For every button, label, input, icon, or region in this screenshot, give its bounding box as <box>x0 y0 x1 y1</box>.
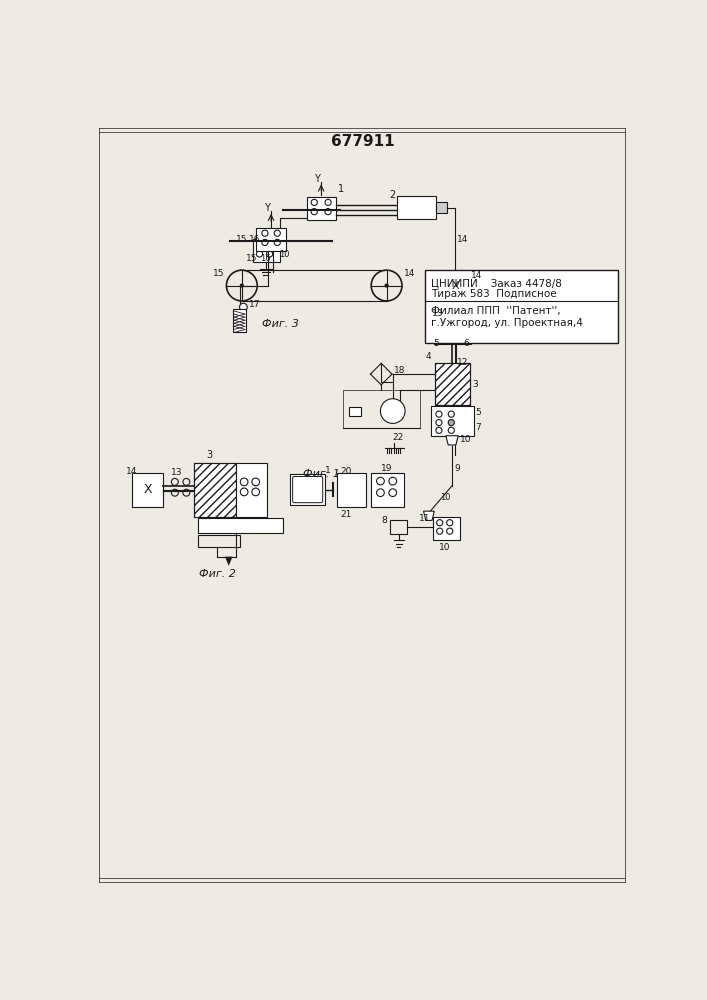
Text: 10: 10 <box>439 543 450 552</box>
Text: 19: 19 <box>381 464 392 473</box>
Bar <box>425 270 618 343</box>
Text: 3: 3 <box>472 380 478 389</box>
Text: 9: 9 <box>455 464 460 473</box>
Bar <box>435 363 469 405</box>
Circle shape <box>240 284 243 287</box>
Circle shape <box>448 420 455 426</box>
Text: Y: Y <box>264 203 269 213</box>
Text: ЦНИИПИ    Заказ 4478/8: ЦНИИПИ Заказ 4478/8 <box>431 278 562 288</box>
Text: 16: 16 <box>249 235 260 244</box>
Text: 22: 22 <box>393 433 404 442</box>
Text: 14: 14 <box>127 467 138 476</box>
Bar <box>337 473 366 507</box>
Text: 15: 15 <box>247 254 258 263</box>
Bar <box>307 197 336 220</box>
Polygon shape <box>423 511 434 520</box>
Text: 13: 13 <box>432 309 443 318</box>
Text: Фиг. 3: Фиг. 3 <box>262 319 299 329</box>
Text: 10: 10 <box>279 250 289 259</box>
Text: 1: 1 <box>338 184 344 194</box>
Text: 15: 15 <box>235 235 247 244</box>
Bar <box>397 196 436 219</box>
Bar <box>436 202 448 213</box>
Text: 4: 4 <box>425 352 431 361</box>
Text: 13: 13 <box>171 468 182 477</box>
Bar <box>257 228 286 251</box>
Text: 14: 14 <box>404 269 416 278</box>
Circle shape <box>385 284 388 287</box>
Text: 1: 1 <box>325 466 331 475</box>
Text: 12: 12 <box>457 358 469 367</box>
Bar <box>436 333 469 341</box>
Text: 677911: 677911 <box>331 134 395 149</box>
Text: Фиг. 1: Фиг. 1 <box>303 469 339 479</box>
Bar <box>194 463 236 517</box>
Bar <box>431 406 474 436</box>
Text: 18: 18 <box>394 366 405 375</box>
Text: г.Ужгород, ул. Проектная,4: г.Ужгород, ул. Проектная,4 <box>431 318 583 328</box>
Bar <box>291 474 325 505</box>
Bar <box>194 463 236 517</box>
Text: X: X <box>144 483 152 496</box>
Text: 3: 3 <box>206 450 213 460</box>
Bar <box>236 463 267 517</box>
Text: 11: 11 <box>419 514 431 523</box>
Circle shape <box>380 399 405 423</box>
Text: 20: 20 <box>340 467 352 476</box>
Text: 14: 14 <box>457 235 468 244</box>
Text: Y: Y <box>314 174 320 184</box>
Text: 15: 15 <box>213 269 224 278</box>
Text: 16: 16 <box>260 254 271 263</box>
Text: Филиал ППП  ''Патент'',: Филиал ППП ''Патент'', <box>431 306 561 316</box>
Bar <box>198 518 283 533</box>
Text: Тираж 583  Подписное: Тираж 583 Подписное <box>431 289 557 299</box>
Text: 7: 7 <box>475 424 481 432</box>
Bar <box>343 389 420 428</box>
Bar <box>433 517 460 540</box>
Circle shape <box>240 303 247 311</box>
Text: 6: 6 <box>464 339 469 348</box>
Bar <box>371 473 404 507</box>
Bar <box>198 535 240 547</box>
Text: 5: 5 <box>475 408 481 417</box>
Text: 2: 2 <box>390 190 396 200</box>
Text: 5: 5 <box>433 339 438 348</box>
Text: 21: 21 <box>340 510 352 519</box>
Text: 8: 8 <box>381 516 387 525</box>
Bar <box>132 473 163 507</box>
Text: 17: 17 <box>249 300 260 309</box>
Bar <box>433 332 472 344</box>
Bar <box>252 239 279 262</box>
Polygon shape <box>446 436 458 445</box>
Text: Фиг. 2: Фиг. 2 <box>199 569 235 579</box>
Polygon shape <box>225 557 233 566</box>
Bar <box>435 363 469 405</box>
Bar <box>349 407 361 416</box>
Text: 14: 14 <box>471 271 482 280</box>
Text: 10: 10 <box>460 435 472 444</box>
Bar <box>390 520 407 534</box>
Text: X: X <box>451 281 459 291</box>
Bar <box>440 276 469 297</box>
Bar <box>233 309 246 332</box>
Text: 10: 10 <box>440 493 451 502</box>
